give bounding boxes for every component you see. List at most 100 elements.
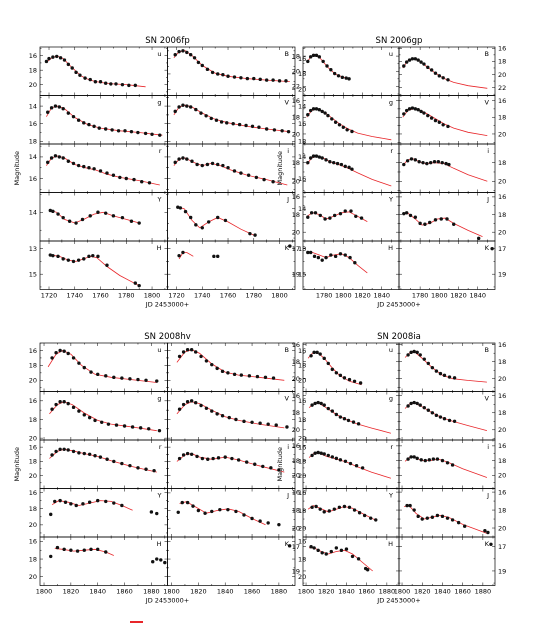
data-point-r — [324, 158, 328, 162]
data-point-r — [317, 155, 322, 159]
data-point-r — [347, 165, 351, 170]
data-point-J — [185, 500, 190, 505]
data-point-u — [308, 55, 313, 59]
data-point-Y — [323, 217, 327, 221]
data-point-Y — [53, 499, 57, 504]
data-point-i — [428, 160, 433, 165]
data-point-H — [104, 550, 108, 554]
model-line-r — [49, 448, 157, 473]
data-point-B — [404, 60, 409, 64]
data-point-u — [317, 55, 322, 59]
panel-frame — [302, 95, 400, 145]
data-point-r — [77, 451, 81, 455]
data-point-B — [409, 350, 413, 355]
model-line-legend-swatch — [130, 621, 143, 623]
data-point-g — [97, 126, 101, 130]
data-point-H — [320, 551, 324, 555]
data-point-g — [77, 409, 81, 413]
data-point-B — [263, 375, 268, 380]
y-tick-label: 20 — [498, 71, 506, 79]
data-point-B — [441, 76, 445, 80]
data-point-J — [483, 529, 487, 533]
panel-plot-area — [303, 47, 399, 96]
data-point-Y — [338, 211, 343, 216]
data-point-r — [50, 453, 54, 457]
data-point-V — [441, 123, 445, 127]
data-point-Y — [362, 513, 367, 518]
panel-u: u 16 18 20 — [292, 341, 400, 392]
data-point-u — [104, 374, 108, 378]
data-point-J — [420, 517, 424, 521]
data-point-Y — [137, 221, 141, 225]
model-line-V — [173, 104, 290, 133]
filter-label: r — [390, 147, 393, 155]
y-tick-label: 20 — [298, 524, 306, 532]
panel-r: r 14 16 — [29, 143, 168, 193]
data-point-u — [88, 77, 92, 82]
data-point-V — [237, 122, 242, 127]
data-point-r — [98, 169, 103, 173]
data-point-B — [429, 68, 434, 72]
data-point-Y — [310, 505, 314, 510]
data-point-J — [456, 520, 461, 525]
panel-frame — [398, 488, 496, 538]
data-point-B — [412, 349, 416, 354]
x-tick-label: 1840 — [434, 588, 451, 596]
data-point-J — [462, 524, 467, 528]
y-tick-label: 16 — [298, 175, 306, 183]
data-point-u — [334, 371, 339, 375]
x-tick-label: 1780 — [412, 292, 429, 300]
data-point-r — [87, 452, 92, 456]
data-point-V — [422, 405, 426, 410]
data-point-J — [176, 205, 180, 209]
data-point-i — [181, 453, 186, 457]
x-tick-label: 1880 — [143, 588, 160, 596]
y-tick-label: 16 — [29, 538, 37, 546]
data-point-i — [413, 158, 418, 162]
data-point-H — [151, 559, 155, 564]
data-point-i — [409, 157, 414, 161]
data-point-B — [446, 78, 450, 82]
data-point-V — [285, 425, 289, 429]
filter-label: Y — [157, 196, 162, 204]
data-point-Y — [129, 219, 134, 223]
y-tick-label: 18 — [498, 358, 506, 366]
data-point-H — [320, 258, 324, 262]
data-point-V — [231, 122, 235, 126]
data-point-i — [246, 173, 251, 177]
data-point-r — [112, 459, 116, 464]
panel-plot-area — [167, 144, 295, 193]
data-point-J — [200, 226, 204, 230]
filter-label: r — [159, 443, 162, 451]
panel-frame — [39, 95, 168, 145]
data-point-g — [54, 402, 58, 407]
data-point-B — [418, 353, 422, 357]
data-point-H — [133, 281, 138, 285]
data-point-B — [177, 354, 182, 359]
model-line-g — [46, 105, 163, 136]
filter-label: i — [287, 443, 289, 451]
data-point-V — [429, 116, 434, 120]
y-tick-label: 16 — [298, 443, 306, 451]
panel-frame — [398, 240, 496, 290]
data-point-B — [415, 350, 419, 355]
data-point-g — [330, 409, 335, 413]
data-point-Y — [51, 209, 55, 214]
data-point-H — [312, 546, 316, 550]
data-point-B — [173, 52, 177, 57]
x-tick-label: 1800 — [144, 292, 161, 300]
panel-frame — [167, 240, 296, 290]
panel-frame — [39, 391, 168, 441]
data-point-V — [442, 417, 447, 421]
data-point-H — [338, 252, 343, 256]
data-point-r — [350, 167, 354, 171]
data-point-g — [351, 420, 356, 424]
panel-frame — [302, 391, 400, 441]
x-axis-label: JD 2453000+ — [145, 597, 189, 605]
data-point-g — [322, 403, 326, 407]
x-tick-label: 1740 — [194, 292, 211, 300]
data-point-g — [143, 131, 148, 136]
model-line-i — [176, 453, 285, 473]
